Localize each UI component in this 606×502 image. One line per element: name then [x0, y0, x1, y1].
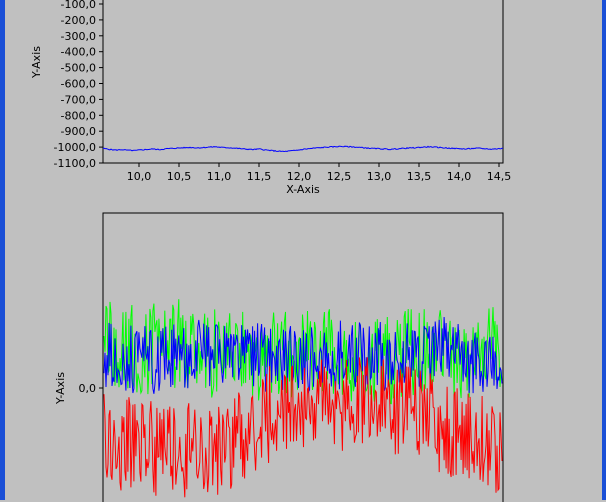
top-y-tick-label: -200,0 — [61, 14, 96, 27]
top-chart: -100,0 -200,0 -300,0 -400,0 -500,0 -600,0 -700… — [30, 0, 512, 196]
top-x-tick-label: 13,5 — [407, 170, 432, 183]
top-x-tick-label: 10,0 — [127, 170, 152, 183]
top-y-tick-label: -100,0 — [61, 0, 96, 11]
top-y-tick-label: -500,0 — [61, 62, 96, 75]
top-y-tick-label: -300,0 — [61, 30, 96, 43]
top-y-tick-label: -1100,0 — [54, 157, 96, 170]
top-y-axis-title: Y-Axis — [30, 46, 43, 79]
top-plot-area — [102, 0, 504, 164]
top-series-line — [102, 145, 504, 153]
bottom-series-line — [103, 299, 503, 405]
top-x-tick-label: 11,0 — [207, 170, 232, 183]
top-x-tick-label: 13,0 — [367, 170, 392, 183]
top-x-axis-title: X-Axis — [286, 183, 320, 196]
top-x-tick-label: 14,5 — [487, 170, 512, 183]
top-x-tick-label: 14,0 — [447, 170, 472, 183]
bottom-chart: 0,0 Y-Axis — [54, 212, 504, 502]
top-x-tick-label: 10,5 — [167, 170, 192, 183]
bottom-series-line — [103, 357, 503, 498]
bottom-series-line — [103, 316, 503, 394]
top-x-tick-label: 12,0 — [287, 170, 312, 183]
top-x-tick-label: 11,5 — [247, 170, 272, 183]
top-y-tick-label: -400,0 — [61, 46, 96, 59]
bottom-y-tick-label: 0,0 — [79, 382, 97, 395]
bottom-y-axis-title: Y-Axis — [54, 372, 67, 405]
top-y-tick-label: -1000,0 — [54, 141, 96, 154]
top-y-tick-label: -800,0 — [61, 109, 96, 122]
top-y-tick-label: -700,0 — [61, 93, 96, 106]
top-y-tick-label: -600,0 — [61, 78, 96, 91]
window-frame-left — [0, 0, 5, 500]
top-x-tick-label: 12,5 — [327, 170, 352, 183]
window-frame-right — [602, 0, 606, 500]
top-y-tick-label: -900,0 — [61, 125, 96, 138]
